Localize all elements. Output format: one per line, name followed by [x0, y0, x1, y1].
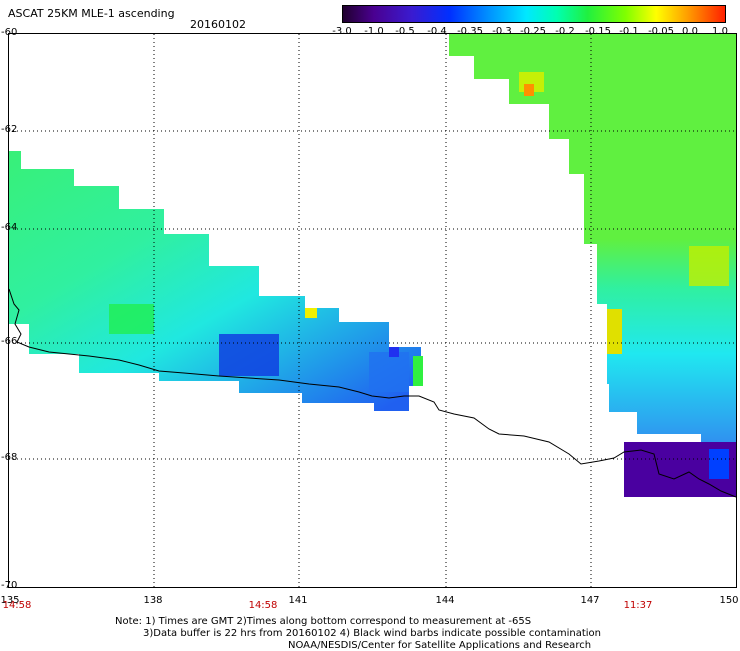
colorbar-tick: -1.0 — [364, 26, 384, 37]
data-patch-yellow — [305, 308, 317, 318]
data-patch-blue-se — [709, 449, 729, 479]
product-title: ASCAT 25KM MLE-1 ascending — [8, 7, 175, 20]
colorbar-tick: -0.35 — [457, 26, 483, 37]
colorbar-tick: -0.3 — [492, 26, 512, 37]
lat-label: -68 — [1, 452, 18, 463]
map-frame — [8, 33, 737, 588]
lat-label: -70 — [1, 580, 18, 591]
colorbar-tick: -0.25 — [520, 26, 546, 37]
coastline — [9, 288, 736, 498]
east-data-swath — [449, 34, 736, 444]
colorbar-tick: -3.0 — [332, 26, 352, 37]
west-data-swath — [9, 151, 421, 411]
time-label: 14:58 — [248, 600, 278, 611]
lat-label: -60 — [1, 27, 18, 38]
colorbar-tick: 1.0 — [712, 26, 728, 37]
colorbar-tick: -0.2 — [555, 26, 575, 37]
colorbar — [342, 5, 726, 23]
lon-label: 138 — [143, 595, 163, 606]
data-patch-orange — [524, 84, 534, 96]
wind-map — [9, 34, 736, 587]
data-patch-blue — [369, 352, 409, 392]
colorbar-tick: -0.5 — [395, 26, 415, 37]
lon-label: 135 — [0, 595, 20, 606]
lat-label: -62 — [1, 124, 18, 135]
lat-label: -66 — [1, 336, 18, 347]
time-label: 11:37 — [623, 600, 653, 611]
colorbar-tick: -0.15 — [585, 26, 611, 37]
colorbar-tick: -0.4 — [427, 26, 447, 37]
note-line-1: Note: 1) Times are GMT 2)Times along bot… — [115, 616, 532, 627]
lon-label: 147 — [580, 595, 600, 606]
lon-label: 141 — [288, 595, 308, 606]
lon-label: 144 — [435, 595, 455, 606]
data-patch-green-edge — [413, 356, 423, 386]
note-line-3: NOAA/NESDIS/Center for Satellite Applica… — [288, 640, 592, 651]
lon-label: 150 — [719, 595, 739, 606]
time-label: 14:58 — [2, 600, 32, 611]
colorbar-tick: -0.1 — [619, 26, 639, 37]
colorbar-tick: -0.05 — [648, 26, 674, 37]
colorbar-tick: 0.0 — [682, 26, 698, 37]
data-patch-yellow-west — [607, 309, 622, 354]
date-title: 20160102 — [190, 18, 246, 31]
data-patch-green — [109, 304, 154, 334]
lat-label: -64 — [1, 222, 18, 233]
note-line-2: 3)Data buffer is 22 hrs from 20160102 4)… — [143, 628, 601, 639]
lat-lon-grid — [9, 34, 736, 587]
data-patch-yellow-east — [689, 246, 729, 286]
data-patch-blue-edge — [389, 347, 399, 357]
data-patch-deep-blue — [219, 334, 279, 376]
